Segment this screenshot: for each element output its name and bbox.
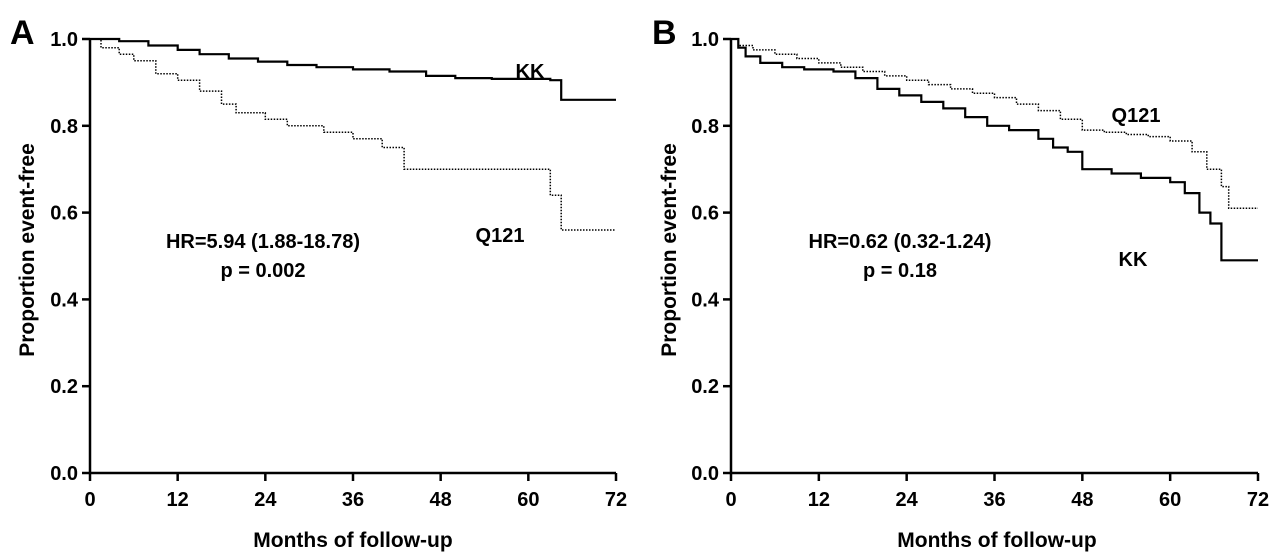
y-tick-label: 0.4	[691, 289, 720, 311]
x-tick-label: 0	[725, 489, 736, 511]
y-tick-label: 0.2	[691, 376, 719, 398]
x-tick-label: 36	[983, 489, 1005, 511]
x-axis-title: Months of follow-up	[253, 529, 452, 552]
hazard-ratio-label: HR=5.94 (1.88-18.78)	[166, 231, 360, 253]
panel-label: B	[652, 14, 677, 52]
x-tick-label: 72	[605, 489, 627, 511]
x-axis-ticks: 0 12 24 36 48 60 72	[725, 473, 1269, 511]
series-label-bottom: Q121	[476, 225, 525, 247]
y-axis-title: Proportion event-free	[16, 143, 39, 357]
y-tick-label: 0.6	[691, 203, 719, 225]
y-axis-title: Proportion event-free	[658, 143, 681, 357]
x-tick-label: 72	[1247, 489, 1269, 511]
y-axis-ticks: 0.0 0.2 0.4 0.6 0.8 1.0	[50, 29, 90, 485]
y-tick-label: 0.8	[50, 116, 78, 138]
series-layer	[731, 37, 1258, 262]
y-tick-label: 0.4	[50, 289, 79, 311]
panel-label: A	[10, 14, 35, 52]
p-value-label: p = 0.002	[220, 260, 305, 282]
axis-lines	[729, 39, 1258, 475]
y-tick-label: 0.0	[50, 463, 78, 485]
panel-a: A Proportion event-free Months of follow…	[10, 14, 627, 552]
axis-lines	[88, 39, 616, 475]
y-tick-label: 1.0	[50, 29, 78, 51]
series-label-top: Q121	[1112, 105, 1161, 127]
x-tick-label: 12	[167, 489, 189, 511]
series-layer	[90, 37, 616, 231]
x-tick-label: 36	[342, 489, 364, 511]
series-label-bottom: KK	[1119, 249, 1148, 271]
x-tick-label: 60	[1159, 489, 1181, 511]
series-line-q121	[90, 38, 616, 231]
x-tick-label: 12	[808, 489, 830, 511]
series-label-top: KK	[516, 61, 545, 83]
x-tick-label: 24	[896, 489, 919, 511]
panel-b: B Proportion event-free Months of follow…	[652, 14, 1269, 552]
series-line-q121	[731, 38, 1258, 210]
x-tick-label: 48	[430, 489, 452, 511]
x-tick-label: 48	[1071, 489, 1093, 511]
y-tick-label: 0.8	[691, 116, 719, 138]
y-tick-label: 0.6	[50, 203, 78, 225]
hazard-ratio-label: HR=0.62 (0.32-1.24)	[809, 231, 992, 253]
y-tick-label: 0.2	[50, 376, 78, 398]
y-tick-label: 1.0	[691, 29, 719, 51]
y-tick-label: 0.0	[691, 463, 719, 485]
p-value-label: p = 0.18	[863, 260, 937, 282]
x-tick-label: 24	[254, 489, 277, 511]
series-line-kk	[90, 37, 616, 101]
y-axis-ticks: 0.0 0.2 0.4 0.6 0.8 1.0	[691, 29, 731, 485]
x-axis-ticks: 0 12 24 36 48 60 72	[84, 473, 627, 511]
series-line-kk	[731, 37, 1258, 262]
x-axis-title: Months of follow-up	[897, 529, 1096, 552]
x-tick-label: 0	[84, 489, 95, 511]
x-tick-label: 60	[517, 489, 539, 511]
